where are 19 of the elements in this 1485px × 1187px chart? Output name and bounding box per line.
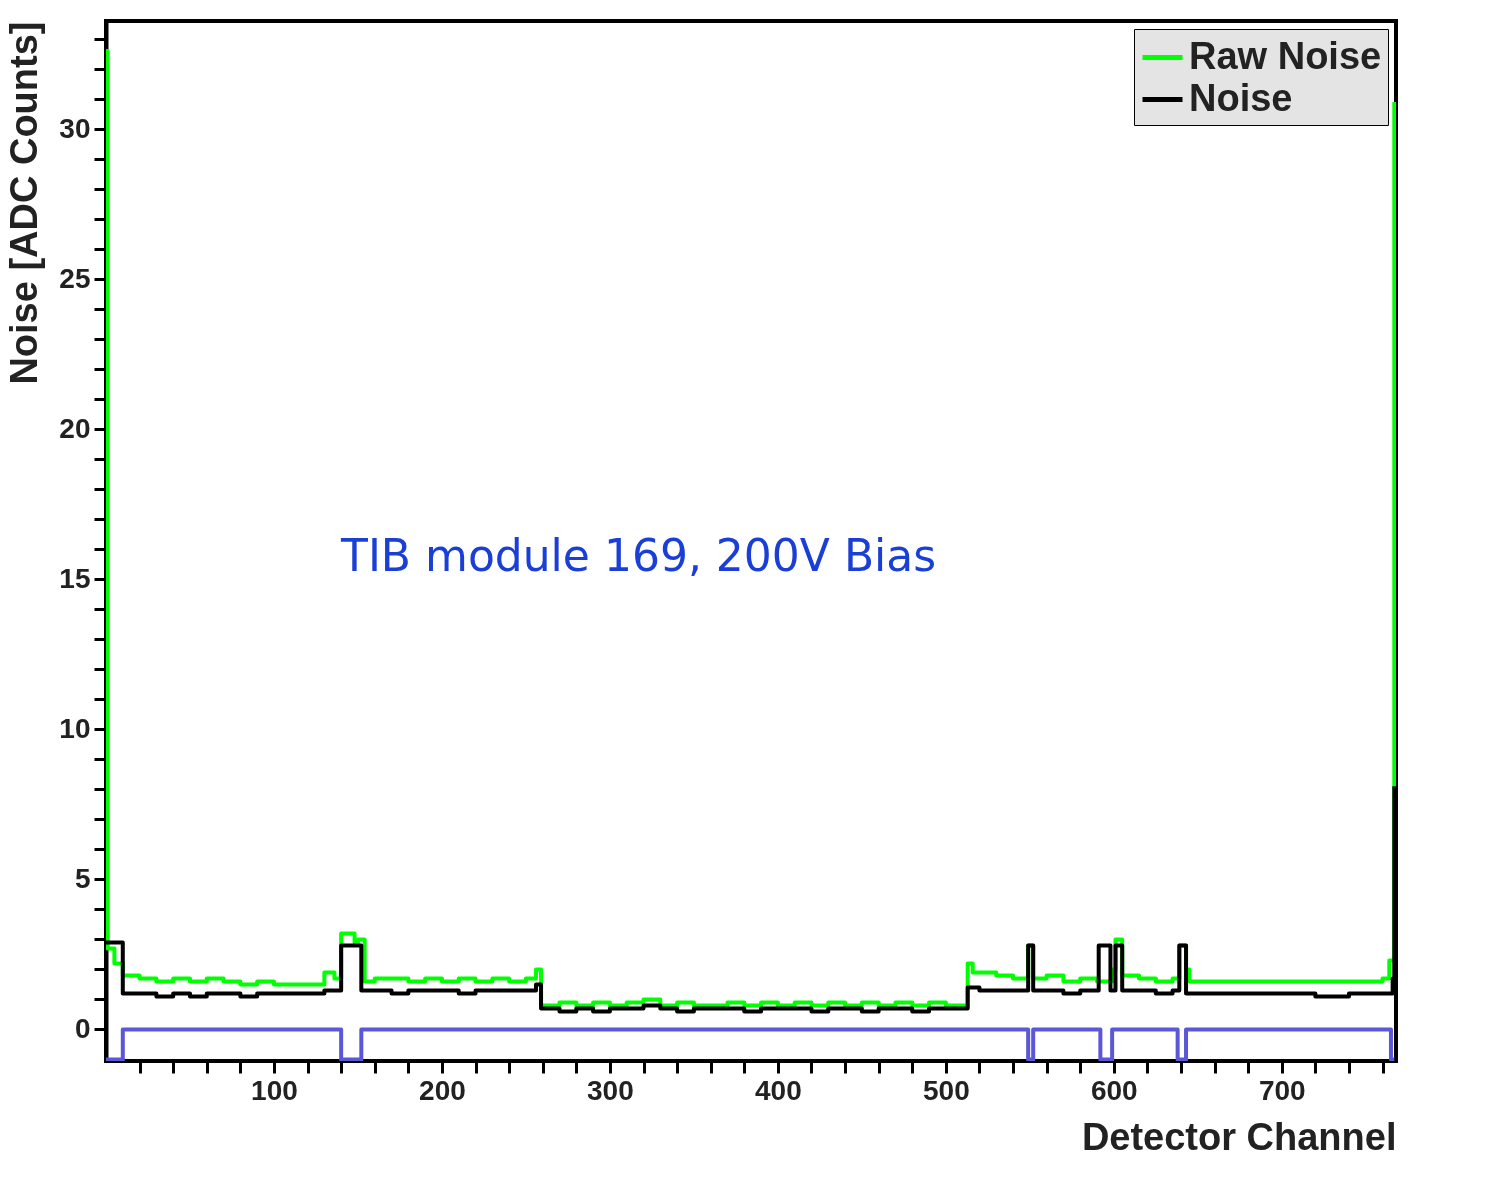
x-tick-label: 500 [922,1074,970,1106]
x-tick-label: 300 [587,1074,634,1106]
x-tick-label: 700 [1258,1074,1306,1106]
y-tick-label: 0 [74,1012,91,1044]
y-tick-label: 5 [74,862,91,894]
x-tick-label: 600 [1090,1074,1138,1106]
y-axis-title: Noise [ADC Counts] [3,21,46,385]
y-tick-label: 20 [59,412,91,444]
y-tick-label: 30 [59,112,91,144]
annotation: TIB module 169, 200V Bias [340,530,937,581]
x-tick-label: 100 [251,1074,298,1106]
y-tick-label: 25 [59,262,91,294]
legend-label: Raw Noise [1189,34,1382,77]
legend-label: Noise [1189,76,1293,119]
y-tick-label: 10 [59,712,91,744]
x-axis-title: Detector Channel [1081,1115,1397,1158]
x-tick-label: 400 [755,1074,802,1106]
y-tick-label: 15 [59,562,91,594]
x-tick-label: 200 [419,1074,466,1106]
